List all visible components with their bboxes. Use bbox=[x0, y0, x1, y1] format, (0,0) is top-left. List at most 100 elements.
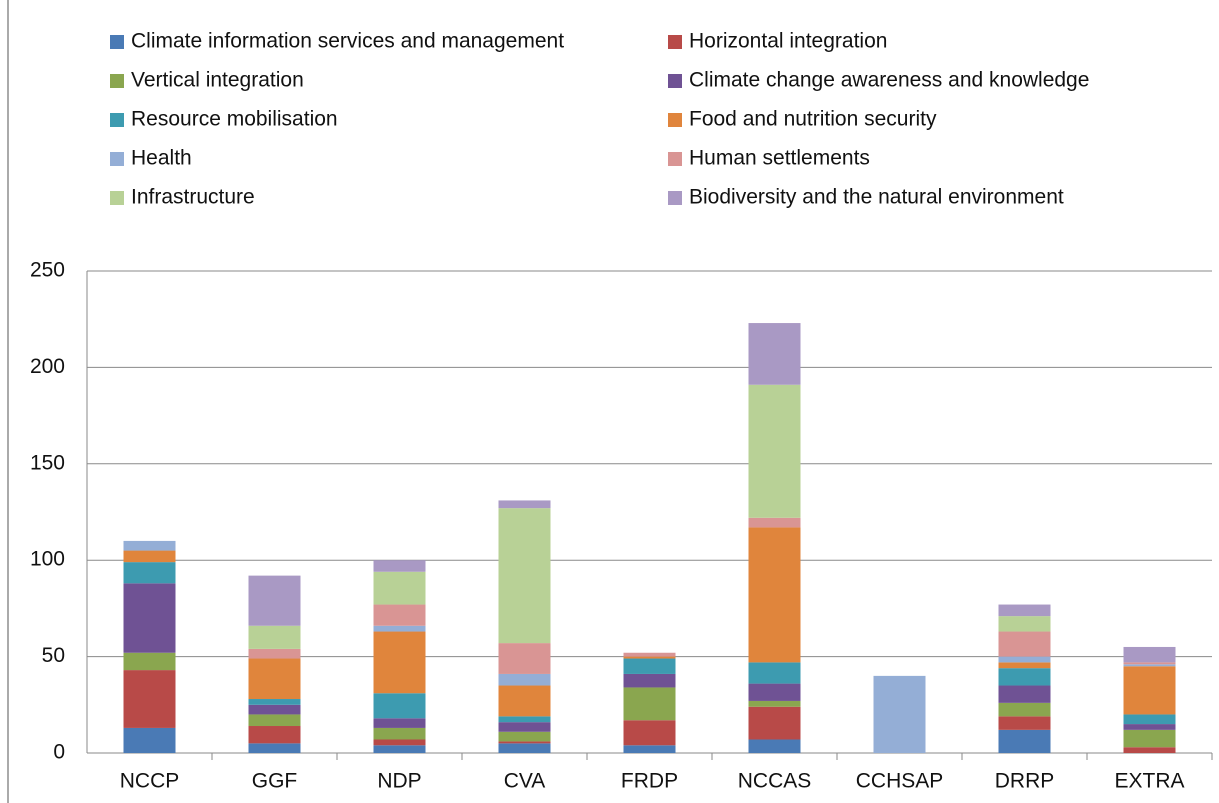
legend-swatch bbox=[110, 191, 124, 205]
bar-segment bbox=[748, 527, 801, 663]
bar-segment bbox=[248, 648, 301, 659]
legend-swatch bbox=[110, 74, 124, 88]
bar-segment bbox=[373, 631, 426, 694]
bar-segment bbox=[623, 652, 676, 657]
bar-segment bbox=[498, 673, 551, 686]
legend-swatch bbox=[110, 152, 124, 166]
bar-segment bbox=[373, 625, 426, 632]
bar-segment bbox=[248, 625, 301, 649]
x-tick-label: NDP bbox=[377, 770, 421, 793]
bar-segment bbox=[248, 658, 301, 700]
bar-segment bbox=[623, 656, 676, 659]
legend-label: Biodiversity and the natural environment bbox=[689, 186, 1064, 209]
y-tick-label: 50 bbox=[42, 644, 65, 667]
bar-segment bbox=[248, 699, 301, 705]
y-tick-label: 200 bbox=[30, 355, 65, 378]
legend-swatch bbox=[668, 191, 682, 205]
x-tick-label: FRDP bbox=[621, 770, 678, 793]
bar-segment bbox=[998, 716, 1051, 730]
bar-segment bbox=[373, 560, 426, 572]
x-tick-label: GGF bbox=[252, 770, 298, 793]
legend-label: Climate change awareness and knowledge bbox=[689, 69, 1089, 92]
y-tick-label: 100 bbox=[30, 548, 65, 571]
bar-segment bbox=[998, 729, 1051, 753]
bar-segment bbox=[123, 652, 176, 671]
bar-segment bbox=[1123, 729, 1176, 748]
bar-segment bbox=[123, 550, 176, 563]
bar-segment bbox=[748, 683, 801, 701]
bar-segment bbox=[498, 685, 551, 717]
bar-segment bbox=[1123, 724, 1176, 730]
bar-segment bbox=[123, 562, 176, 584]
bar-segment bbox=[498, 722, 551, 732]
bar-segment bbox=[498, 743, 551, 753]
bar-segment bbox=[748, 323, 801, 385]
legend-swatch bbox=[110, 113, 124, 127]
bar-segment bbox=[998, 702, 1051, 717]
bar-segment bbox=[248, 743, 301, 753]
bar-segment bbox=[498, 731, 551, 742]
bar-segment bbox=[748, 706, 801, 740]
bar-segment bbox=[623, 687, 676, 721]
legend-swatch bbox=[110, 35, 124, 49]
bar-segment bbox=[498, 741, 551, 744]
bar-segment bbox=[998, 656, 1051, 663]
bar-segment bbox=[373, 693, 426, 719]
legend-label: Resource mobilisation bbox=[131, 108, 338, 131]
bar-segment bbox=[123, 727, 176, 753]
bar-segment bbox=[373, 745, 426, 753]
bar-segment bbox=[748, 739, 801, 753]
bar-segment bbox=[248, 726, 301, 744]
bar-segment bbox=[373, 604, 426, 626]
bar-segment bbox=[1123, 646, 1176, 663]
y-tick-label: 0 bbox=[53, 741, 65, 764]
bar-segment bbox=[998, 662, 1051, 669]
bar-segment bbox=[248, 714, 301, 727]
bar-segment bbox=[748, 662, 801, 684]
y-tick-label: 250 bbox=[30, 259, 65, 282]
legend-label: Food and nutrition security bbox=[689, 108, 937, 131]
x-tick-label: NCCAS bbox=[738, 770, 812, 793]
bar-segment bbox=[498, 500, 551, 509]
bar-segment bbox=[248, 575, 301, 626]
bar-segment bbox=[998, 604, 1051, 617]
bar-segment bbox=[998, 685, 1051, 703]
bar-segment bbox=[1123, 662, 1176, 665]
y-tick-label: 150 bbox=[30, 451, 65, 474]
bar-segment bbox=[623, 745, 676, 753]
bar-segment bbox=[998, 616, 1051, 632]
bar-segment bbox=[248, 704, 301, 715]
bar-segment bbox=[873, 675, 926, 753]
bar-segment bbox=[373, 739, 426, 746]
legend-label: Vertical integration bbox=[131, 69, 304, 92]
bar-segment bbox=[1123, 664, 1176, 667]
legend-swatch bbox=[668, 74, 682, 88]
legend-swatch bbox=[668, 35, 682, 49]
bar-segment bbox=[623, 658, 676, 674]
legend-swatch bbox=[668, 152, 682, 166]
legend-label: Human settlements bbox=[689, 147, 870, 170]
x-tick-label: CVA bbox=[504, 770, 546, 793]
bar-segment bbox=[623, 720, 676, 746]
bar-segment bbox=[373, 571, 426, 605]
x-tick-label: CCHSAP bbox=[856, 770, 944, 793]
bar-segment bbox=[373, 727, 426, 740]
bar-segment bbox=[1123, 714, 1176, 725]
legend-label: Climate information services and managem… bbox=[131, 30, 564, 53]
bar-segment bbox=[123, 670, 176, 728]
legend-label: Infrastructure bbox=[131, 186, 255, 209]
legend-label: Horizontal integration bbox=[689, 30, 887, 53]
bar-segment bbox=[373, 718, 426, 728]
bar-segment bbox=[1123, 666, 1176, 715]
bar-segment bbox=[748, 384, 801, 518]
bar-segment bbox=[123, 540, 176, 551]
legend-swatch bbox=[668, 113, 682, 127]
bar-segment bbox=[748, 700, 801, 707]
bar-segment bbox=[123, 583, 176, 653]
bar-segment bbox=[498, 508, 551, 644]
bar-segment bbox=[498, 716, 551, 723]
x-tick-label: NCCP bbox=[120, 770, 180, 793]
bar-segment bbox=[748, 517, 801, 528]
bar-segment bbox=[998, 668, 1051, 686]
